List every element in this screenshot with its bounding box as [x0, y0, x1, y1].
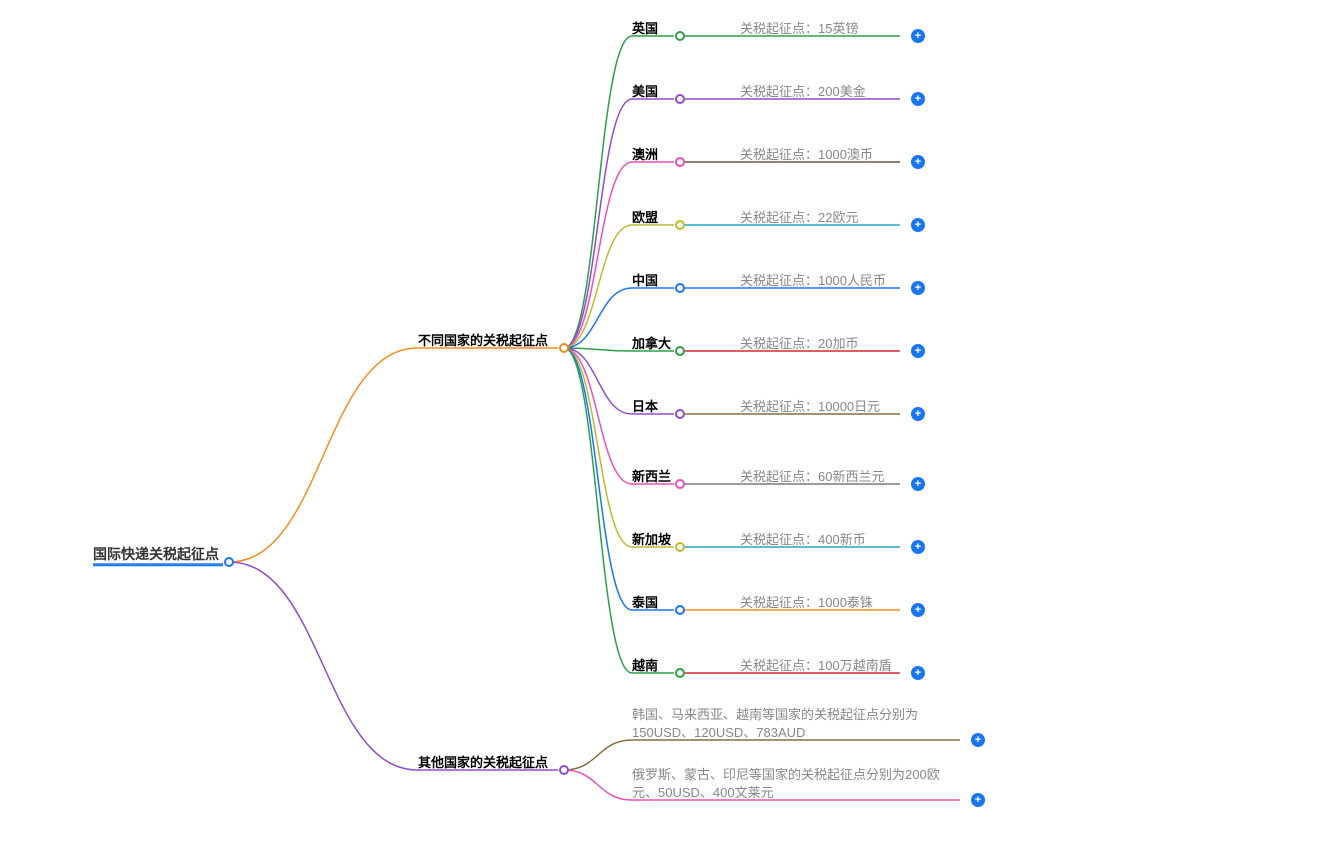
- country-dot-8[interactable]: [675, 542, 685, 552]
- root-dot[interactable]: [224, 557, 234, 567]
- branch-node-other[interactable]: 其他国家的关税起征点: [418, 752, 548, 774]
- country-dot-10[interactable]: [675, 668, 685, 678]
- detail-node-2[interactable]: 关税起征点：1000澳币: [740, 144, 873, 166]
- other-expand-plus-1[interactable]: +: [971, 793, 985, 807]
- country-dot-9[interactable]: [675, 605, 685, 615]
- expand-plus-10[interactable]: +: [911, 666, 925, 680]
- country-node-5[interactable]: 加拿大: [632, 333, 671, 355]
- expand-plus-1[interactable]: +: [911, 92, 925, 106]
- other-expand-plus-0[interactable]: +: [971, 733, 985, 747]
- country-dot-2[interactable]: [675, 157, 685, 167]
- country-dot-6[interactable]: [675, 409, 685, 419]
- detail-node-7[interactable]: 关税起征点：60新西兰元: [740, 466, 884, 488]
- detail-node-10[interactable]: 关税起征点：100万越南盾: [740, 655, 892, 677]
- expand-plus-2[interactable]: +: [911, 155, 925, 169]
- country-dot-3[interactable]: [675, 220, 685, 230]
- expand-plus-6[interactable]: +: [911, 407, 925, 421]
- branch-node-diff[interactable]: 不同国家的关税起征点: [418, 330, 548, 352]
- country-node-4[interactable]: 中国: [632, 270, 658, 292]
- root-node[interactable]: 国际快递关税起征点: [93, 544, 219, 567]
- detail-node-5[interactable]: 关税起征点：20加币: [740, 333, 858, 355]
- other-detail-node-0[interactable]: 韩国、马来西亚、越南等国家的关税起征点分别为150USD、120USD、783A…: [632, 706, 960, 744]
- country-dot-0[interactable]: [675, 31, 685, 41]
- country-node-9[interactable]: 泰国: [632, 592, 658, 614]
- branch-dot-diff[interactable]: [559, 343, 569, 353]
- country-node-0[interactable]: 英国: [632, 18, 658, 40]
- detail-node-6[interactable]: 关税起征点：10000日元: [740, 396, 880, 418]
- expand-plus-5[interactable]: +: [911, 344, 925, 358]
- branch-dot-other[interactable]: [559, 765, 569, 775]
- country-node-10[interactable]: 越南: [632, 655, 658, 677]
- expand-plus-4[interactable]: +: [911, 281, 925, 295]
- country-dot-5[interactable]: [675, 346, 685, 356]
- country-node-2[interactable]: 澳洲: [632, 144, 658, 166]
- expand-plus-3[interactable]: +: [911, 218, 925, 232]
- country-node-6[interactable]: 日本: [632, 396, 658, 418]
- country-node-3[interactable]: 欧盟: [632, 207, 658, 229]
- expand-plus-0[interactable]: +: [911, 29, 925, 43]
- country-node-7[interactable]: 新西兰: [632, 466, 671, 488]
- detail-node-8[interactable]: 关税起征点：400新币: [740, 529, 866, 551]
- country-dot-7[interactable]: [675, 479, 685, 489]
- expand-plus-7[interactable]: +: [911, 477, 925, 491]
- detail-node-0[interactable]: 关税起征点：15英镑: [740, 18, 858, 40]
- detail-node-4[interactable]: 关税起征点：1000人民币: [740, 270, 886, 292]
- country-node-8[interactable]: 新加坡: [632, 529, 671, 551]
- root-label: 国际快递关税起征点: [93, 546, 219, 562]
- country-dot-1[interactable]: [675, 94, 685, 104]
- other-detail-node-1[interactable]: 俄罗斯、蒙古、印尼等国家的关税起征点分别为200欧元、50USD、400文莱元: [632, 766, 960, 804]
- country-node-1[interactable]: 美国: [632, 81, 658, 103]
- country-dot-4[interactable]: [675, 283, 685, 293]
- detail-node-3[interactable]: 关税起征点：22欧元: [740, 207, 858, 229]
- detail-node-1[interactable]: 关税起征点：200美金: [740, 81, 866, 103]
- expand-plus-9[interactable]: +: [911, 603, 925, 617]
- expand-plus-8[interactable]: +: [911, 540, 925, 554]
- detail-node-9[interactable]: 关税起征点：1000泰铢: [740, 592, 873, 614]
